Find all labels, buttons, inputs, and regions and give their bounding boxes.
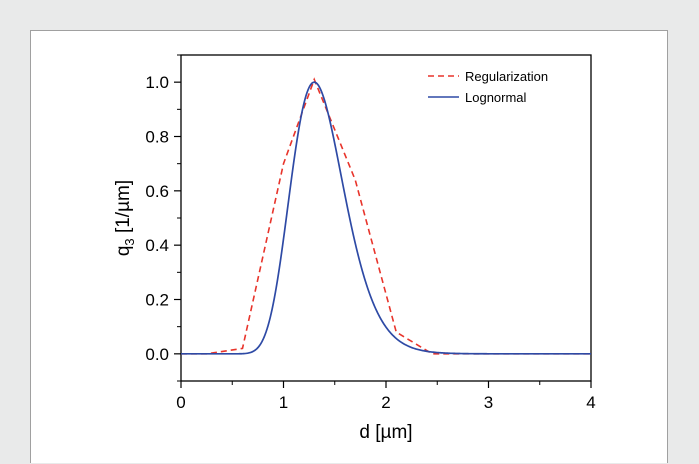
legend: Regularization Lognormal bbox=[428, 69, 548, 105]
y-tick-label: 0.6 bbox=[145, 182, 169, 201]
legend-label-regularization: Regularization bbox=[465, 69, 548, 84]
y-axis-title-sub: 3 bbox=[122, 238, 137, 245]
legend-label-lognormal: Lognormal bbox=[465, 90, 527, 105]
x-tick-label: 1 bbox=[279, 393, 288, 412]
y-axis-title: q3 [1/µm] bbox=[113, 180, 137, 256]
axes-layer bbox=[174, 54, 592, 388]
y-axis-title-unit: [1/µm] bbox=[113, 180, 134, 238]
y-tick-label: 0.0 bbox=[145, 345, 169, 364]
x-tick-label: 2 bbox=[381, 393, 390, 412]
series-layer bbox=[181, 77, 591, 355]
y-tick-label: 0.4 bbox=[145, 236, 169, 255]
chart-svg: Regularization Lognormal 0 1 2 3 4 0.0 0.2 0.4 0.… bbox=[113, 54, 596, 443]
series-line-regularization bbox=[181, 77, 591, 355]
series-line-lognormal bbox=[181, 81, 591, 355]
y-tick-label: 0.2 bbox=[145, 291, 169, 310]
labels-layer: 0 1 2 3 40.00.20.40.60.81.0d [µm]q3 [1/µm] bbox=[113, 73, 596, 443]
y-tick-label: 1.0 bbox=[145, 73, 169, 92]
figure-panel: Regularization Lognormal 0 1 2 3 4 0.0 0.2 0.4 0.… bbox=[30, 30, 668, 463]
x-tick-label: 4 bbox=[586, 393, 595, 412]
x-tick-label: 0 bbox=[176, 393, 185, 412]
x-axis-title: d [µm] bbox=[359, 422, 412, 443]
plot-frame bbox=[180, 54, 592, 382]
y-tick-label: 0.8 bbox=[145, 128, 169, 147]
x-tick-label: 3 bbox=[484, 393, 493, 412]
y-axis-title-main: q bbox=[113, 246, 134, 257]
